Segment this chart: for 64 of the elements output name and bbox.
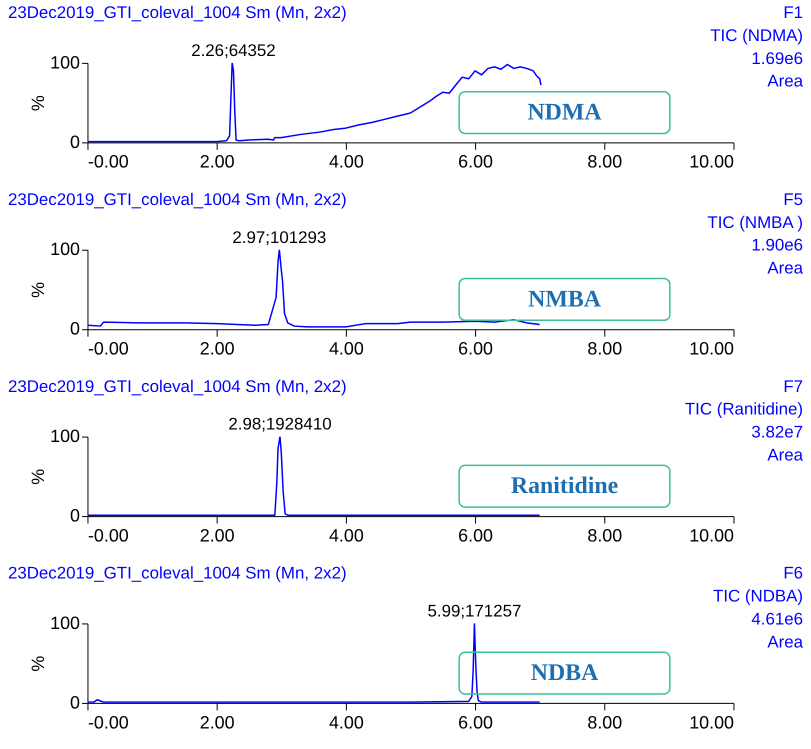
y-axis-title: %: [28, 95, 48, 112]
x-tick-label: 8.00: [587, 152, 622, 172]
y-tick-label: 100: [50, 52, 80, 72]
chart-title: 23Dec2019_GTI_coleval_1004 Sm (Mn, 2x2): [8, 564, 347, 583]
y-tick-label: 0: [70, 132, 80, 152]
annotation: 5.99;171257: [428, 601, 522, 620]
chart-title: 23Dec2019_GTI_coleval_1004 Sm (Mn, 2x2): [8, 376, 347, 396]
x-tick-label: 10.00: [689, 152, 734, 172]
text: 1.90e6: [751, 236, 804, 255]
text: F5: [783, 190, 804, 210]
text: 1.69e6: [751, 48, 804, 68]
x-tick-label: 2.00: [200, 525, 235, 546]
annotation: NDMA: [527, 100, 602, 126]
x-tick-label: 6.00: [458, 712, 494, 732]
chart-title: 23Dec2019_GTI_coleval_1004 Sm (Mn, 2x2): [8, 190, 347, 210]
annotation: 2.98;1928410: [228, 414, 332, 434]
annotation: NDBA: [530, 660, 600, 686]
x-tick-label: 2.00: [200, 338, 235, 359]
y-axis-title: %: [28, 282, 48, 298]
text: Area: [767, 632, 804, 652]
y-tick-label: 0: [70, 692, 80, 712]
text: F7: [783, 376, 804, 396]
text: TIC (Ranitidine): [684, 400, 804, 419]
x-tick-label: -0.00: [88, 712, 129, 732]
x-tick-label: 2.00: [200, 712, 235, 732]
annotation: Ranitidine: [510, 473, 618, 500]
text: F1: [783, 3, 804, 22]
x-tick-label: 6.00: [458, 525, 494, 546]
text: Area: [767, 72, 804, 91]
x-tick-label: -0.00: [88, 152, 129, 172]
x-tick-label: 4.00: [328, 338, 364, 359]
annotation: NMBA: [528, 286, 602, 312]
y-axis-title: %: [28, 656, 48, 672]
text: F6: [783, 564, 804, 583]
text: TIC (NDBA): [713, 586, 804, 606]
text: TIC (NMBA ): [707, 212, 804, 232]
y-tick-label: 0: [70, 506, 80, 526]
text: Area: [767, 445, 804, 464]
x-tick-label: 8.00: [587, 712, 622, 732]
text: 3.82e7: [751, 422, 804, 442]
x-tick-label: 8.00: [587, 525, 622, 546]
x-tick-label: 8.00: [587, 338, 622, 359]
x-tick-label: -0.00: [88, 338, 129, 359]
text: 4.61e6: [751, 609, 804, 628]
text: Area: [767, 258, 804, 278]
x-tick-label: 2.00: [200, 152, 235, 172]
y-axis-title: %: [28, 468, 48, 485]
annotation: 2.97;101293: [232, 228, 326, 247]
x-tick-label: 10.00: [689, 712, 734, 732]
x-tick-label: 10.00: [689, 338, 734, 359]
annotation: 2.26;64352: [191, 40, 276, 60]
text: TIC (NDMA): [710, 26, 804, 46]
x-tick-label: 4.00: [328, 525, 364, 546]
y-tick-label: 100: [50, 612, 80, 633]
chart-title: 23Dec2019_GTI_coleval_1004 Sm (Mn, 2x2): [8, 3, 347, 22]
x-tick-label: 10.00: [689, 525, 734, 546]
y-tick-label: 100: [50, 426, 80, 446]
y-tick-label: 0: [70, 318, 80, 339]
y-tick-label: 100: [50, 239, 80, 260]
x-tick-label: 4.00: [328, 152, 364, 172]
x-tick-label: 6.00: [458, 152, 494, 172]
x-tick-label: 6.00: [458, 338, 494, 359]
x-tick-label: -0.00: [88, 525, 129, 546]
x-tick-label: 4.00: [328, 712, 364, 732]
